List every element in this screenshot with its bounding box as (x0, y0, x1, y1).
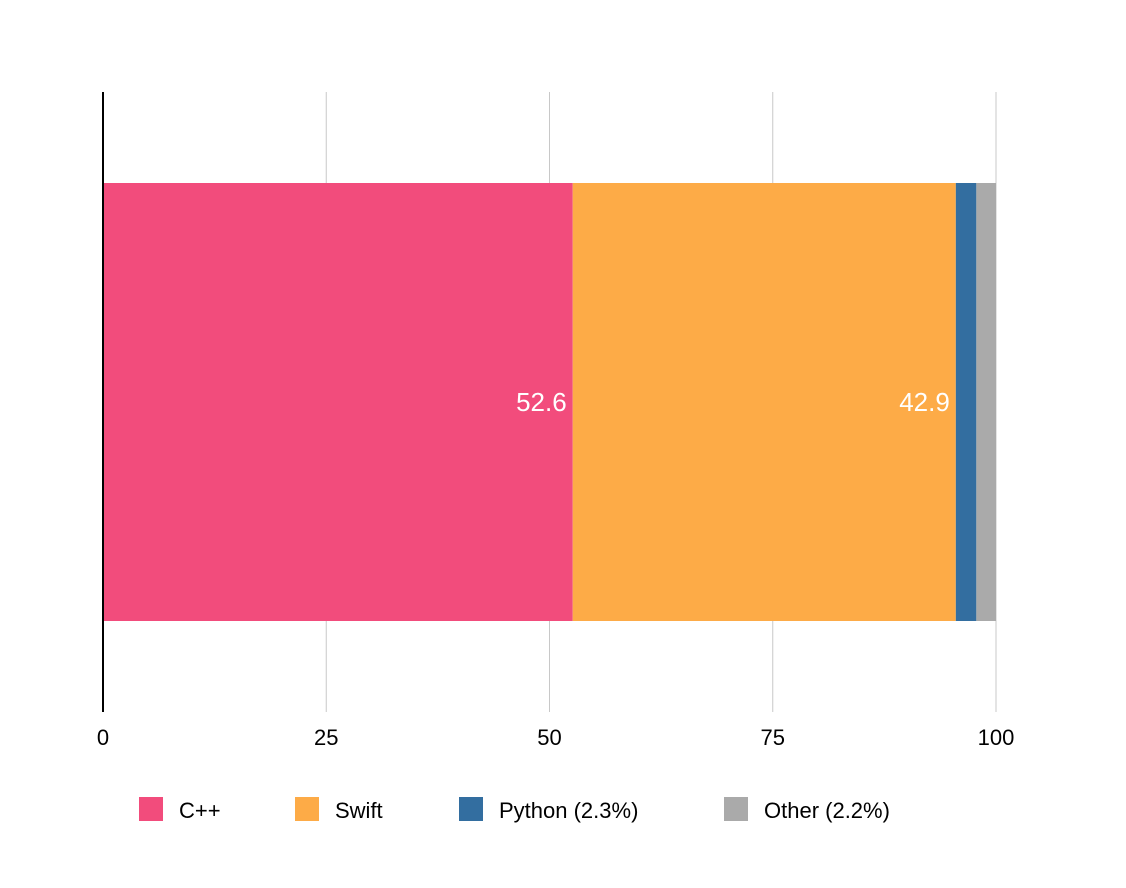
legend-swatch-python (459, 797, 483, 821)
x-tick-label-50: 50 (537, 725, 561, 750)
x-tick-label-25: 25 (314, 725, 338, 750)
data-label-swift: 42.9 (899, 387, 950, 417)
bar-segment-python (955, 183, 977, 621)
legend-label-python: Python (2.3%) (499, 798, 638, 823)
legend-label-other: Other (2.2%) (764, 798, 890, 823)
data-label-cpp: 52.6 (516, 387, 567, 417)
x-tick-label-0: 0 (97, 725, 109, 750)
bar-segment-cpp (103, 183, 573, 621)
legend: C++ Swift Python (2.3%) Other (2.2%) (139, 797, 890, 823)
x-tick-label-100: 100 (978, 725, 1015, 750)
legend-swatch-cpp (139, 797, 163, 821)
bar-segment-swift (572, 183, 956, 621)
bar-segments (103, 183, 996, 621)
bar-segment-other (976, 183, 996, 621)
x-tick-label-75: 75 (761, 725, 785, 750)
legend-swatch-other (724, 797, 748, 821)
data-labels: 52.6 42.9 (516, 387, 950, 417)
legend-swatch-swift (295, 797, 319, 821)
legend-label-swift: Swift (335, 798, 383, 823)
legend-label-cpp: C++ (179, 798, 221, 823)
x-axis-tick-labels: 0 25 50 75 100 (97, 725, 1014, 750)
